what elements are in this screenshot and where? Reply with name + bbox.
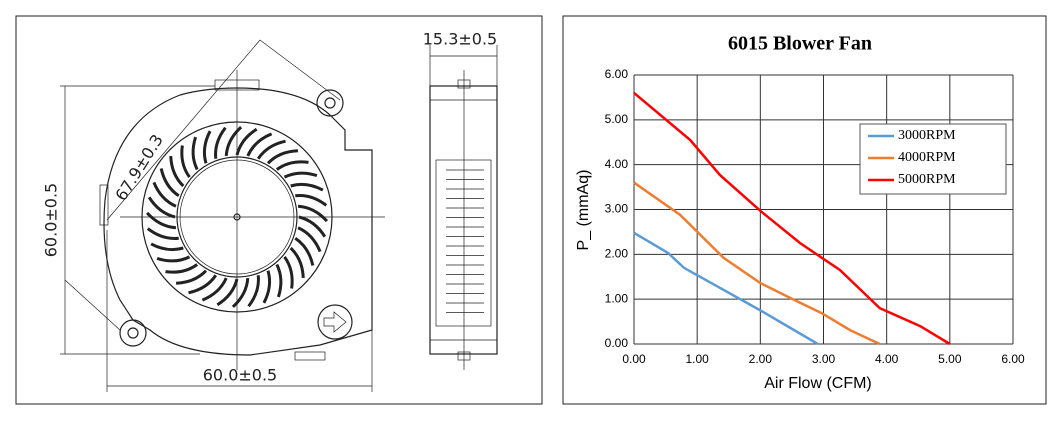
y-tick-label: 2.00	[605, 247, 629, 261]
y-tick-label: 1.00	[605, 291, 629, 305]
series-line	[633, 231, 819, 346]
blade	[283, 171, 318, 179]
blade	[165, 263, 199, 274]
dimension-label: 15.3±0.5	[423, 30, 497, 49]
blade	[297, 204, 329, 223]
blade	[180, 145, 191, 179]
blade	[202, 130, 212, 164]
legend-label: 3000RPM	[898, 128, 956, 143]
blade	[231, 277, 250, 309]
x-tick-label: 2.00	[749, 352, 773, 366]
blade	[266, 149, 299, 165]
blade	[216, 278, 239, 307]
legend-label: 5000RPM	[898, 172, 956, 187]
blade	[169, 155, 185, 188]
blade	[247, 275, 260, 308]
blade	[156, 255, 191, 263]
blade	[297, 226, 322, 253]
blade	[256, 139, 286, 160]
y-tick-label: 3.00	[605, 202, 629, 216]
y-tick-label: 6.00	[605, 67, 629, 81]
blade	[152, 181, 177, 208]
y-axis-label: P_ (mmAq)	[575, 170, 592, 251]
blade	[275, 160, 309, 171]
blade	[224, 125, 243, 157]
blade	[295, 194, 328, 207]
blade	[246, 132, 273, 157]
blade	[290, 182, 324, 192]
blade	[275, 263, 283, 298]
y-tick-label: 0.00	[605, 336, 629, 350]
blade	[298, 215, 327, 238]
chart-title: 6015 Blower Fan	[728, 33, 872, 55]
blade	[188, 274, 218, 295]
blade	[289, 246, 305, 279]
dimension-label: 60.0±0.5	[203, 366, 277, 385]
blade	[159, 168, 180, 198]
series-line	[633, 181, 881, 346]
y-tick-label: 4.00	[605, 157, 629, 171]
blade	[201, 277, 228, 302]
technical-drawing: 60.0±0.5 60.0±0.5 67.9±0.3 15.3±0.5	[15, 15, 543, 405]
blade	[262, 270, 272, 304]
legend-label: 4000RPM	[898, 150, 956, 165]
blade	[150, 242, 184, 252]
blade	[146, 227, 179, 240]
series-line	[633, 91, 951, 346]
blade	[147, 196, 176, 219]
x-axis-label: Air Flow (CFM)	[764, 375, 872, 392]
x-tick-label: 5.00	[938, 352, 962, 366]
x-tick-label: 3.00	[812, 352, 836, 366]
blade	[191, 136, 199, 171]
blade	[235, 127, 258, 156]
x-tick-label: 0.00	[622, 352, 646, 366]
dimension-label: 60.0±0.5	[42, 183, 61, 257]
x-tick-label: 6.00	[1001, 352, 1025, 366]
blade	[175, 269, 208, 285]
blade	[294, 236, 315, 266]
x-tick-label: 4.00	[875, 352, 899, 366]
blade	[283, 255, 294, 289]
blade	[214, 126, 227, 159]
blade	[145, 211, 177, 230]
x-tick-label: 1.00	[685, 352, 709, 366]
y-tick-label: 5.00	[605, 112, 629, 126]
